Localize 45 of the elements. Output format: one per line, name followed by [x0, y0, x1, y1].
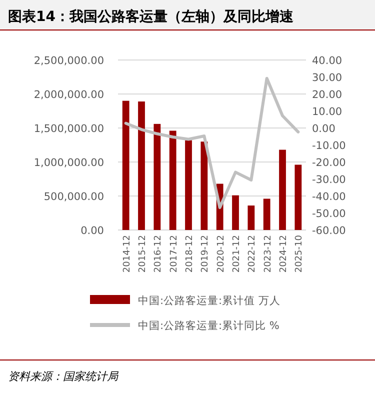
x-tick-label: 2025-10 [294, 234, 305, 273]
y2-tick-label: 20.00 [312, 89, 342, 101]
x-tick-label: 2015-12 [138, 235, 148, 273]
y2-tick-label: -10.00 [312, 140, 346, 152]
y2-tick-label: -50.00 [312, 208, 346, 220]
y2-tick-label: 10.00 [312, 106, 342, 118]
x-tick-label: 2022-12 [248, 235, 258, 273]
y-tick-label: 1,500,000.00 [34, 123, 104, 135]
line-series [124, 76, 300, 210]
legend-label: 中国:公路客运量:累计值 万人 [138, 294, 280, 307]
x-tick-label: 2018-12 [185, 235, 195, 273]
y-tick-label: 1,000,000.00 [34, 157, 104, 169]
y-tick-label: 2,000,000.00 [34, 89, 104, 101]
y2-tick-label: -30.00 [312, 174, 346, 186]
bar [138, 101, 145, 230]
bar [185, 140, 192, 230]
y-tick-label: 500,000.00 [44, 191, 104, 203]
x-tick-label: 2021-12 [232, 235, 242, 273]
x-tick-label: 2016-12 [154, 235, 164, 273]
y2-tick-label: -60.00 [312, 225, 346, 237]
x-tick-label: 2024-12 [279, 235, 289, 273]
y2-tick-label: 30.00 [312, 72, 342, 84]
x-tick-label: 2020-12 [216, 235, 226, 273]
bar [169, 130, 176, 230]
text: 资料来源：国家统计局 [8, 370, 119, 383]
y2-tick-label: 40.00 [312, 55, 342, 67]
bar [154, 124, 161, 230]
y2-tick-label: -20.00 [312, 157, 346, 169]
legend-label: 中国:公路客运量:累计同比 % [138, 319, 280, 332]
bar [263, 198, 270, 230]
chart-title: 图表14：我国公路客运量（左轴）及同比增速 [8, 8, 294, 25]
y2-tick-label: 0.00 [312, 123, 336, 135]
y2-tick-label: -40.00 [312, 191, 346, 203]
bar [232, 195, 239, 230]
x-tick-label: 2023-12 [263, 235, 274, 273]
bar [122, 100, 130, 230]
x-tick-label: 2017-12 [169, 235, 180, 273]
x-tick-label: 2019-12 [200, 235, 211, 273]
x-tick-label: 2014-12 [122, 235, 132, 273]
bar [248, 206, 255, 230]
bar [279, 150, 286, 230]
bar [294, 164, 302, 230]
y-tick-label: 2,500,000.00 [34, 55, 104, 67]
bar [200, 142, 208, 230]
y-tick-label: 0.00 [80, 225, 104, 237]
